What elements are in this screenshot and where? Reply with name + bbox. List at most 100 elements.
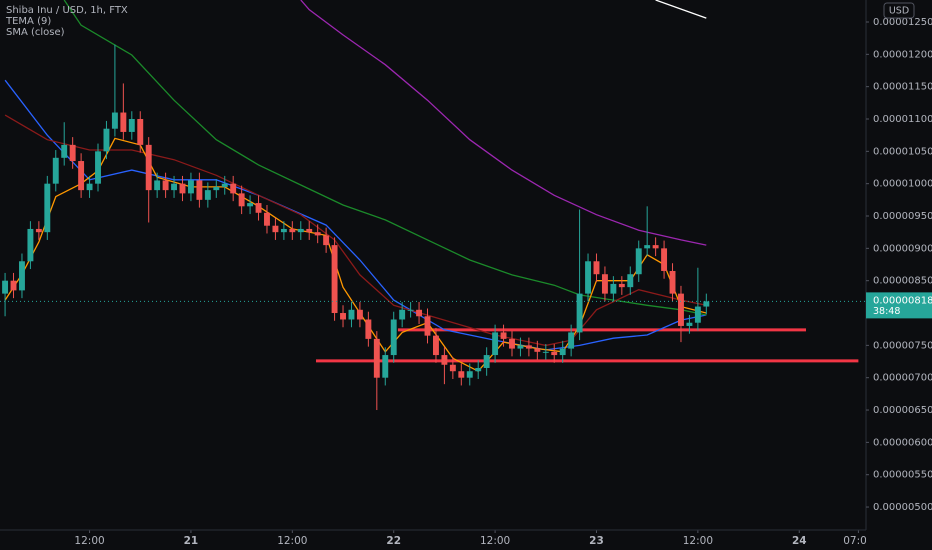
candle-body	[568, 332, 575, 349]
candle-body	[272, 225, 279, 233]
candle-body	[221, 183, 228, 187]
plot-area	[0, 0, 866, 533]
candle-body	[686, 322, 693, 326]
y-tick-label: 0.00001250	[873, 17, 932, 28]
candle-body	[559, 348, 566, 356]
candle-body	[10, 280, 17, 291]
candle-body	[500, 332, 507, 339]
candle-body	[128, 118, 135, 132]
candle-body	[306, 228, 313, 233]
candle-body	[154, 180, 161, 191]
y-tick-label: 0.00001050	[873, 146, 932, 157]
candle-body	[264, 212, 270, 226]
candle-body	[703, 301, 710, 307]
candle-body	[69, 144, 76, 162]
candle-body	[661, 248, 668, 271]
candle-body	[610, 283, 617, 294]
candle-body	[255, 203, 262, 213]
candle-body	[652, 245, 659, 249]
y-tick-label: 0.00000850	[873, 276, 932, 287]
candle-body	[111, 112, 118, 129]
candle-body	[204, 190, 211, 200]
candle-body	[390, 319, 397, 356]
y-tick-label: 0.00000550	[873, 470, 932, 481]
candle-body	[601, 274, 608, 294]
candle-body	[365, 319, 372, 339]
candle-body	[95, 151, 101, 184]
x-tick-label: 12:00	[480, 535, 510, 547]
candle-body	[35, 228, 42, 233]
candle-body	[416, 309, 423, 317]
indicator-line	[4, 114, 707, 347]
candle-body	[694, 306, 701, 323]
candle-body	[120, 112, 127, 132]
candle-body	[103, 128, 110, 152]
candle-body	[492, 332, 499, 356]
candle-body	[230, 183, 237, 194]
candle-body	[356, 309, 363, 320]
y-tick-label: 0.00000650	[873, 405, 932, 416]
candle-body	[593, 261, 600, 275]
candle-body	[247, 203, 254, 207]
currency-box[interactable]	[883, 2, 915, 19]
candle-body	[137, 118, 144, 145]
legend-entry: TEMA (9)	[5, 16, 51, 27]
candle-body	[280, 228, 287, 233]
candle-body	[509, 338, 515, 349]
legend-entry: SMA (close)	[6, 27, 65, 38]
candle-body	[238, 193, 245, 207]
candle-body	[585, 261, 591, 294]
candle-body	[27, 228, 34, 262]
candle-body	[618, 283, 625, 288]
candle-body	[458, 371, 465, 378]
x-tick-label: 21	[184, 535, 199, 547]
y-tick-label: 0.00001000	[873, 179, 932, 190]
candle-body	[78, 161, 85, 191]
candle-body	[196, 180, 203, 200]
candle-body	[424, 316, 431, 336]
candle-body	[179, 183, 186, 194]
candle-body	[669, 270, 676, 294]
currency[interactable]: USD	[889, 6, 909, 17]
candle-body	[449, 364, 456, 372]
candle-body	[340, 313, 346, 320]
y-tick-label: 0.00000950	[873, 211, 932, 222]
candle-body	[534, 348, 541, 352]
y-tick-label: 0.00000750	[873, 340, 932, 351]
candle-body	[678, 293, 684, 326]
indicator-line	[300, 0, 707, 246]
countdown: 38:48	[873, 306, 900, 317]
y-tick-label: 0.00001200	[873, 49, 932, 60]
y-tick-label: 0.00000600	[873, 437, 932, 448]
last-price-box	[866, 292, 932, 319]
candle-body	[483, 355, 490, 368]
indicator-line	[4, 79, 707, 351]
last-price-label: 0.00000818	[873, 295, 932, 306]
y-tick-label: 0.00000700	[873, 373, 932, 384]
candle-body	[61, 144, 68, 158]
candle-body	[576, 293, 583, 333]
candle-body	[331, 245, 338, 314]
candle-body	[407, 309, 414, 311]
candle-body	[399, 309, 406, 320]
candle-body	[466, 371, 473, 378]
candle-body	[145, 144, 152, 191]
candle-body	[348, 309, 355, 320]
candle-body	[44, 183, 51, 233]
candle-body	[187, 180, 194, 194]
x-tick-label: 12:00	[683, 535, 713, 547]
candle-body	[86, 183, 93, 191]
x-tick-label: 12:00	[277, 535, 307, 547]
candle-body	[517, 345, 524, 349]
indicator-line	[63, 0, 707, 316]
candle-body	[433, 335, 439, 356]
indicator-line	[655, 0, 707, 19]
y-tick-label: 0.00000900	[873, 243, 932, 254]
x-tick-label: 22	[386, 535, 401, 547]
y-tick-label: 0.00000500	[873, 502, 932, 513]
candle-body	[314, 232, 321, 236]
candle-body	[373, 338, 380, 378]
candle-body	[542, 351, 549, 353]
